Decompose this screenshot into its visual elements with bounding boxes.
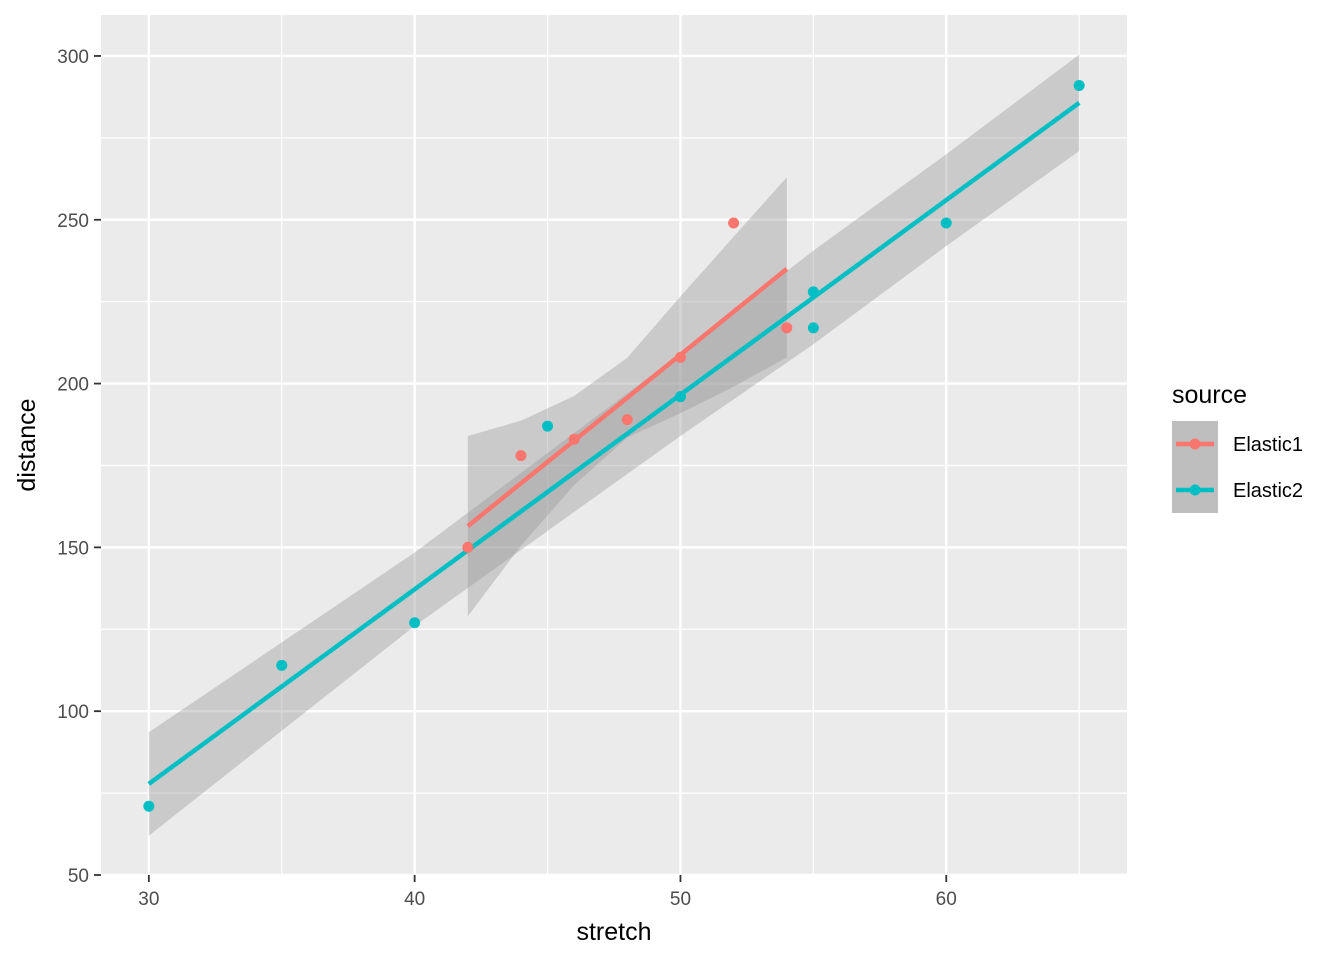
y-tick-label: 300 (57, 47, 89, 68)
x-axis-title: stretch (576, 918, 651, 946)
y-tick-label: 150 (57, 538, 89, 559)
y-tick-label: 50 (68, 866, 89, 887)
legend-items: Elastic1 Elastic2 (1172, 421, 1303, 513)
legend-label-elastic2: Elastic2 (1233, 480, 1303, 502)
data-point-elastic2 (542, 420, 554, 432)
y-axis: 50 100 150 200 250 300 (57, 47, 101, 887)
y-tick-label: 200 (57, 375, 89, 396)
data-point-elastic1 (515, 450, 527, 462)
fit-lines (147, 100, 1081, 786)
data-point-elastic2 (143, 800, 155, 812)
data-point-elastic2 (276, 659, 288, 671)
data-point-elastic1 (674, 351, 686, 363)
legend-title: source (1172, 381, 1247, 409)
data-point-elastic2 (807, 286, 819, 298)
y-axis-title: distance (13, 398, 41, 491)
x-axis: 30 40 50 60 (138, 875, 957, 910)
grid-minor (101, 15, 1127, 875)
y-tick-label: 100 (57, 702, 89, 723)
data-point-elastic1 (728, 217, 740, 229)
data-point-elastic1 (462, 541, 474, 553)
fit-line-elastic2 (147, 100, 1081, 786)
data-point-elastic2 (674, 391, 686, 403)
x-tick-label: 40 (404, 889, 425, 910)
data-point-elastic2 (1073, 79, 1085, 91)
data-point-elastic1 (621, 414, 633, 426)
data-point-elastic2 (940, 217, 952, 229)
data-point-elastic1 (781, 322, 793, 334)
data-points (143, 79, 1085, 812)
y-tick-label: 250 (57, 211, 89, 232)
x-tick-label: 60 (936, 889, 957, 910)
data-point-elastic2 (409, 617, 421, 629)
data-point-elastic1 (568, 433, 580, 445)
fit-line-elastic1 (466, 267, 789, 528)
x-tick-label: 30 (138, 889, 159, 910)
legend-label-elastic1: Elastic1 (1233, 434, 1303, 456)
legend-point (1189, 484, 1201, 496)
legend: source Elastic1 Elastic2 (1172, 381, 1303, 513)
data-point-elastic2 (807, 322, 819, 334)
x-tick-label: 50 (670, 889, 691, 910)
grid-major (101, 15, 1127, 877)
legend-point (1189, 438, 1201, 450)
